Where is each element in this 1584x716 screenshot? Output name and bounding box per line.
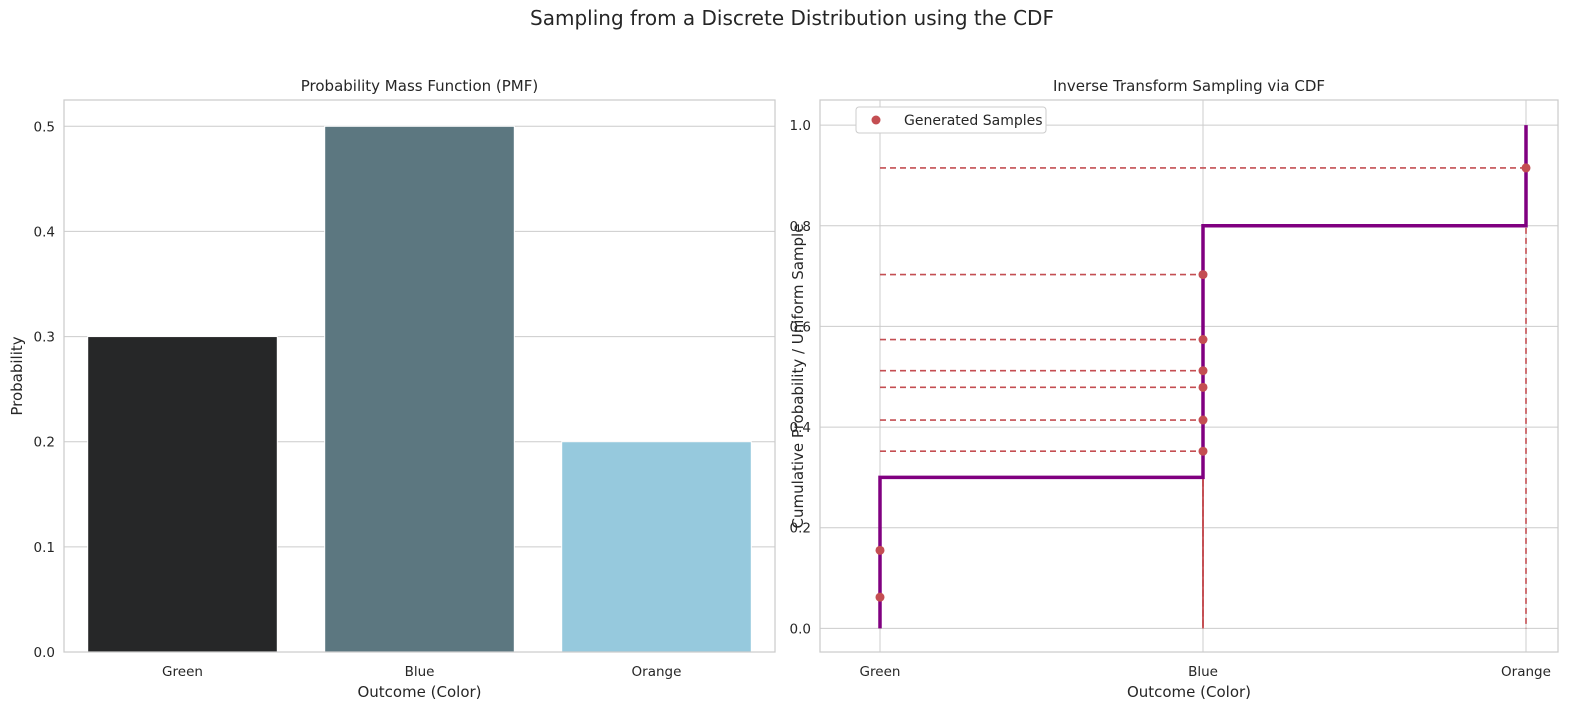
cdf-y-tick-label: 0.4 bbox=[790, 420, 811, 436]
cdf-x-tick-label: Orange bbox=[1501, 664, 1551, 680]
legend-label: Generated Samples bbox=[904, 113, 1043, 129]
cdf-chart: 0.0 0.2 0.4 0.6 0.8 1.0 Green Blue Orange Inver… bbox=[789, 77, 1559, 701]
pmf-x-ticks: Green Blue Orange bbox=[162, 664, 681, 680]
pmf-title: Probability Mass Function (PMF) bbox=[301, 77, 538, 95]
sample-point bbox=[1198, 366, 1208, 376]
cdf-step-line bbox=[878, 125, 1528, 629]
pmf-x-tick-label: Green bbox=[162, 664, 203, 680]
pmf-bar bbox=[561, 441, 752, 653]
pmf-y-tick-label: 0.4 bbox=[34, 224, 55, 240]
cdf-y-axis-label: Cumulative Probability / Uniform Sample bbox=[789, 224, 807, 529]
sample-point bbox=[1198, 446, 1208, 456]
sample-point bbox=[1521, 163, 1531, 173]
cdf-y-tick-label: 0.2 bbox=[790, 521, 811, 537]
cdf-x-axis-label: Outcome (Color) bbox=[1127, 683, 1251, 701]
pmf-y-tick-label: 0.5 bbox=[34, 119, 55, 135]
pmf-y-tick-label: 0.2 bbox=[34, 435, 55, 451]
cdf-x-tick-label: Green bbox=[860, 664, 901, 680]
sample-point bbox=[1198, 415, 1208, 425]
cdf-y-tick-label: 0.6 bbox=[790, 319, 811, 335]
pmf-plot-frame bbox=[63, 99, 776, 653]
cdf-x-tick-label: Blue bbox=[1188, 664, 1218, 680]
pmf-y-ticks: 0.0 0.1 0.2 0.3 0.4 0.5 bbox=[34, 119, 55, 661]
pmf-bars bbox=[87, 125, 752, 653]
sample-point bbox=[875, 592, 885, 602]
pmf-y-tick-label: 0.3 bbox=[34, 330, 55, 346]
pmf-y-axis-label: Probability bbox=[8, 336, 26, 415]
cdf-y-tick-label: 0.8 bbox=[790, 219, 811, 235]
sample-point bbox=[1198, 270, 1208, 280]
cdf-title: Inverse Transform Sampling via CDF bbox=[1053, 77, 1325, 95]
cdf-y-tick-label: 0.0 bbox=[790, 621, 811, 637]
cdf-plot-frame bbox=[819, 99, 1559, 653]
sample-point bbox=[875, 545, 885, 555]
cdf-x-ticks: Green Blue Orange bbox=[860, 664, 1551, 680]
sample-point bbox=[1198, 382, 1208, 392]
pmf-x-tick-label: Blue bbox=[405, 664, 435, 680]
pmf-chart: 0.0 0.1 0.2 0.3 0.4 0.5 Green Blue Orange Proba… bbox=[8, 77, 776, 701]
sample-point bbox=[1198, 335, 1208, 345]
legend-marker-icon bbox=[871, 115, 881, 125]
cdf-y-tick-label: 1.0 bbox=[790, 118, 811, 134]
cdf-gridlines bbox=[820, 100, 1558, 652]
pmf-x-tick-label: Orange bbox=[632, 664, 682, 680]
figure-title: Sampling from a Discrete Distribution us… bbox=[530, 6, 1054, 30]
legend-frame bbox=[855, 106, 1047, 134]
pmf-y-tick-label: 0.0 bbox=[34, 645, 55, 661]
pmf-bar bbox=[324, 125, 515, 653]
cdf-y-ticks: 0.0 0.2 0.4 0.6 0.8 1.0 bbox=[790, 118, 811, 637]
cdf-sample-points bbox=[875, 163, 1531, 602]
pmf-bar bbox=[87, 336, 278, 653]
cdf-legend: Generated Samples bbox=[855, 106, 1047, 134]
pmf-x-axis-label: Outcome (Color) bbox=[357, 683, 481, 701]
pmf-y-tick-label: 0.1 bbox=[34, 540, 55, 556]
